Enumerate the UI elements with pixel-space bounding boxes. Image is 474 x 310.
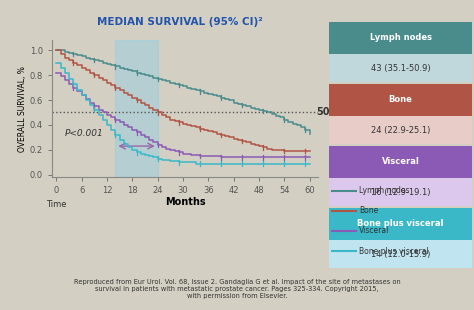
Text: MEDIAN SURVIVAL (95% CI)²: MEDIAN SURVIVAL (95% CI)² [97, 17, 263, 27]
Y-axis label: OVERALL SURVIVAL, %: OVERALL SURVIVAL, % [18, 66, 27, 152]
X-axis label: Months: Months [165, 197, 205, 206]
Text: 43 (35.1-50.9): 43 (35.1-50.9) [371, 64, 430, 73]
Text: P<0.001: P<0.001 [65, 129, 103, 138]
Bar [116, 40, 158, 177]
Text: Bone plus visceral: Bone plus visceral [359, 246, 429, 256]
Text: Reproduced from Eur Urol. Vol. 68, Issue 2. Gandaglia G et al. Impact of the sit: Reproduced from Eur Urol. Vol. 68, Issue… [73, 279, 401, 299]
Text: 14 (12.0-15.9): 14 (12.0-15.9) [371, 250, 430, 259]
Text: Time: Time [46, 201, 67, 210]
Text: Bone plus visceral: Bone plus visceral [357, 219, 444, 228]
Text: Bone: Bone [389, 95, 412, 104]
Text: Lymph nodes: Lymph nodes [370, 33, 431, 42]
Text: 24 (22.9-25.1): 24 (22.9-25.1) [371, 126, 430, 135]
Text: 50%: 50% [316, 108, 339, 117]
Text: Bone: Bone [359, 206, 379, 215]
Text: Visceral: Visceral [382, 157, 419, 166]
Text: 16 (12.9-19.1): 16 (12.9-19.1) [371, 188, 430, 197]
Text: Visceral: Visceral [359, 226, 390, 236]
Text: Lymph nodes: Lymph nodes [359, 186, 410, 195]
